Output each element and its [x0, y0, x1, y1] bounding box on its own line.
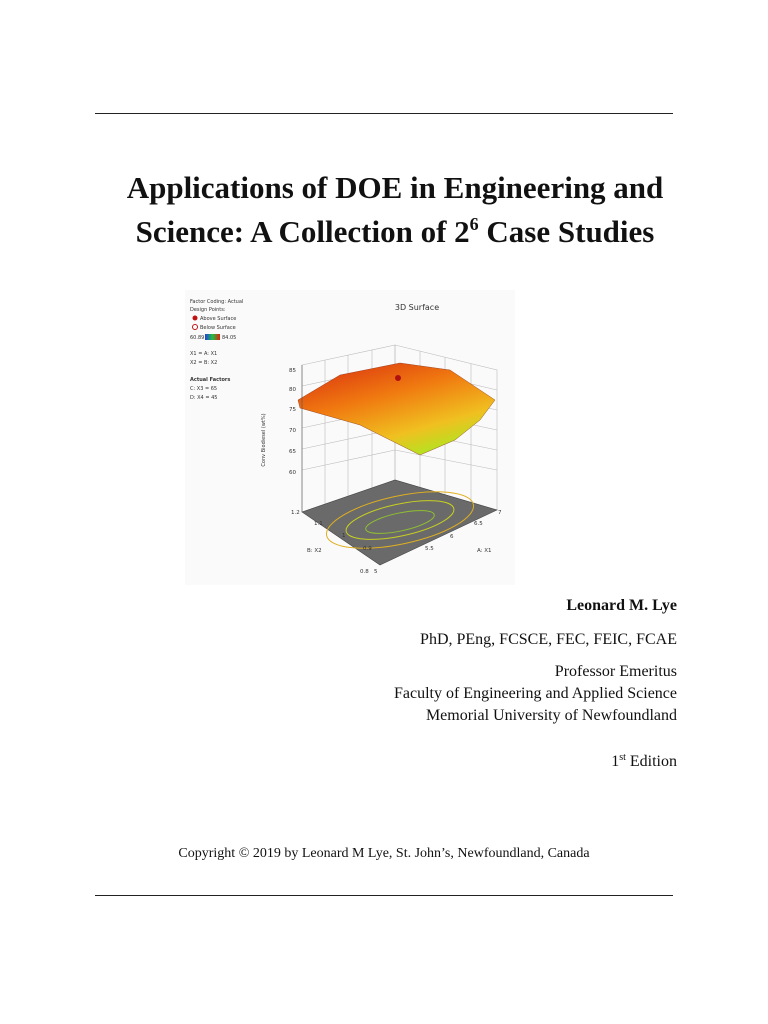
design-point — [395, 375, 401, 381]
faculty: Faculty of Engineering and Applied Scien… — [393, 685, 677, 702]
tick-label: 0.9 — [363, 546, 372, 552]
legend-text: Above Surface — [200, 316, 236, 322]
tick-label: 1 — [342, 533, 346, 539]
copyright: Copyright © 2019 by Leonard M Lye, St. J… — [178, 846, 590, 861]
edition-suffix: st — [619, 752, 626, 763]
title-text: Case Studies — [486, 214, 655, 249]
tick-label: 1.2 — [291, 510, 300, 516]
legend-text: Below Surface — [200, 325, 236, 331]
axis-label: Conv Biodiesel (wt%) — [261, 413, 267, 466]
legend-dot — [192, 315, 198, 321]
axis-label: A: X1 — [477, 548, 492, 554]
tick-label: 5.5 — [425, 546, 434, 552]
tick-label: 60 — [289, 470, 296, 476]
title-line: Science: A Collection of 26 Case Studies — [90, 210, 700, 254]
edition-number: 1 — [611, 753, 620, 770]
legend-text: Design Points: — [190, 307, 226, 313]
author-name: Leonard M. Lye — [566, 597, 677, 614]
title-text: Science: A Collection of 2 — [135, 214, 470, 249]
tick-label: 70 — [289, 428, 296, 434]
title-line: Applications of DOE in Engineering and — [126, 170, 664, 205]
tick-label: 1.1 — [314, 521, 323, 527]
tick-label: 6.5 — [474, 521, 483, 527]
rule — [95, 895, 673, 896]
tick-label: 0.8 — [360, 569, 369, 575]
figure: Factor Coding: Actual Design Points: Abo… — [185, 290, 515, 585]
tick-label: 80 — [289, 387, 296, 393]
legend-text: D: X4 = 45 — [190, 395, 217, 401]
legend-dot — [192, 324, 198, 330]
tick-label: 75 — [289, 407, 296, 413]
z-ticks: 85 80 75 70 65 60 — [289, 368, 296, 476]
superscript: 6 — [469, 214, 479, 234]
credentials: PhD, PEng, FCSCE, FEC, FEIC, FCAE — [420, 631, 677, 648]
tick-label: 65 — [289, 449, 296, 455]
position: Professor Emeritus — [554, 663, 677, 680]
tick-label: 6 — [450, 534, 454, 540]
legend-text: Actual Factors — [190, 377, 230, 383]
legend-text: X1 = A: X1 — [190, 351, 217, 357]
tick-label: 7 — [498, 510, 502, 516]
tick-label: 5 — [374, 569, 378, 575]
legend-text: 60.89 — [190, 335, 204, 341]
legend-text: Factor Coding: Actual — [190, 299, 243, 305]
university: Memorial University of Newfoundland — [425, 707, 677, 724]
edition: 1st Edition — [611, 753, 677, 771]
tick-label: 85 — [289, 368, 296, 374]
a-ticks: 5 5.5 6 6.5 7 — [374, 510, 502, 575]
floor — [301, 479, 498, 566]
figure-title: 3D Surface — [395, 303, 439, 312]
legend-text: X2 = B: X2 — [190, 360, 217, 366]
edition-word: Edition — [629, 753, 677, 770]
color-bar — [205, 334, 220, 340]
rule — [95, 113, 673, 114]
contours — [325, 491, 475, 549]
surface — [297, 362, 496, 456]
legend-text: 84.05 — [222, 335, 236, 341]
b-ticks: 1.2 1.1 1 0.9 0.8 — [291, 510, 372, 575]
axis-label: B: X2 — [307, 548, 322, 554]
legend-text: C: X3 = 65 — [190, 386, 217, 392]
